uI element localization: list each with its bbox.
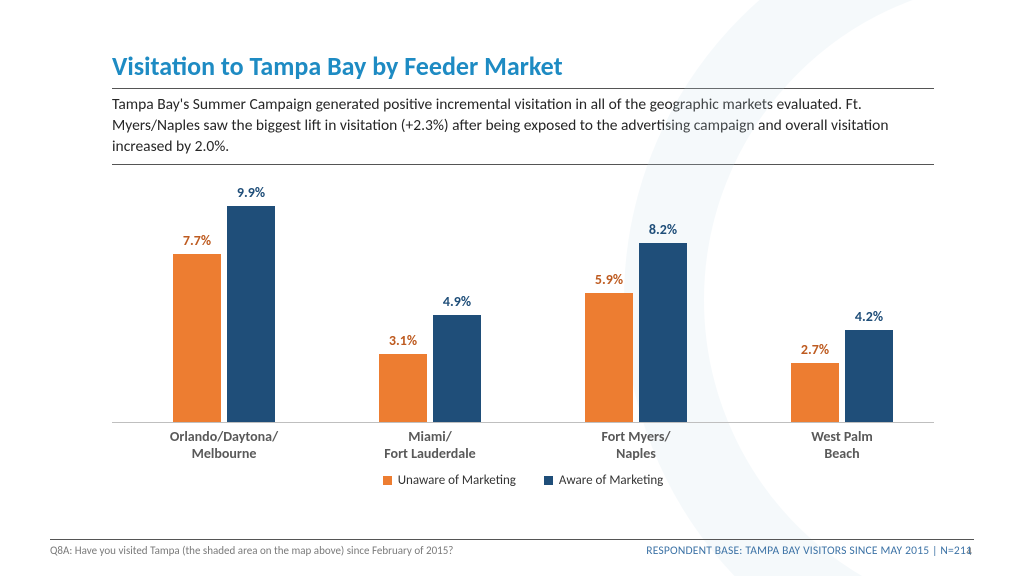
legend-item: Aware of Marketing [544,473,663,488]
legend-swatch [544,476,553,485]
body-rule [112,164,934,165]
bar-chart: 7.7%9.9%3.1%4.9%5.9%8.2%2.7%4.2% Orlando… [112,183,934,483]
chart-bar: 2.7% [791,363,839,422]
chart-bar: 8.2% [639,243,687,422]
chart-bar-value-label: 3.1% [379,332,427,349]
legend-label: Unaware of Marketing [398,473,516,488]
chart-bar: 3.1% [379,354,427,422]
chart-category-label: Miami/Fort Lauderdale [352,429,508,463]
chart-bar: 7.7% [173,254,221,422]
slide-footer: Q8A: Have you visited Tampa (the shaded … [50,539,974,558]
chart-category-label: West PalmBeach [764,429,920,463]
chart-legend: Unaware of Marketing Aware of Marketing [112,473,934,489]
slide: Visitation to Tampa Bay by Feeder Market… [0,0,1024,576]
chart-bar: 4.2% [845,330,893,422]
chart-category-label: Orlando/Daytona/Melbourne [146,429,302,463]
title-rule [112,88,934,89]
footer-rule [50,539,974,540]
chart-bar-value-label: 7.7% [173,232,221,249]
chart-plot-area: 7.7%9.9%3.1%4.9%5.9%8.2%2.7%4.2% [112,183,934,423]
chart-category-label: Fort Myers/Naples [558,429,714,463]
legend-item: Unaware of Marketing [383,473,516,488]
respondent-base: RESPONDENT BASE: TAMPA BAY VISITORS SINC… [646,544,972,558]
chart-bar-value-label: 8.2% [639,221,687,238]
legend-label: Aware of Marketing [559,473,663,488]
legend-swatch [383,476,392,485]
chart-bar: 5.9% [585,293,633,422]
chart-bar-value-label: 2.7% [791,341,839,358]
chart-bar-value-label: 5.9% [585,271,633,288]
page-title: Visitation to Tampa Bay by Feeder Market [112,50,934,82]
chart-bar-value-label: 4.9% [433,293,481,310]
body-paragraph: Tampa Bay's Summer Campaign generated po… [112,95,934,158]
chart-bar-value-label: 9.9% [227,184,275,201]
chart-bar-value-label: 4.2% [845,308,893,325]
chart-bar: 4.9% [433,315,481,422]
footnote-question: Q8A: Have you visited Tampa (the shaded … [50,544,510,558]
chart-bar: 9.9% [227,206,275,422]
